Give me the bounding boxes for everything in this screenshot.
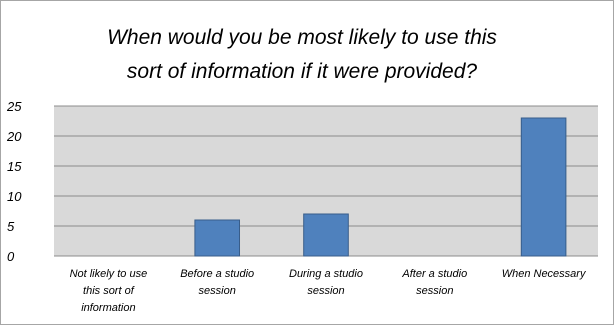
x-tick-label: When Necessary <box>502 268 587 280</box>
chart-title-line-1: When would you be most likely to use thi… <box>107 26 497 49</box>
y-tick-label: 10 <box>7 189 22 204</box>
x-tick-label: Before a studio session <box>180 268 254 297</box>
bar-1 <box>194 219 241 257</box>
y-tick-label: 20 <box>6 129 22 144</box>
y-tick-label: 15 <box>7 159 22 174</box>
x-tick-label: During a studio session <box>289 268 363 297</box>
bar-2 <box>303 213 349 257</box>
y-tick-label: 5 <box>7 219 15 234</box>
chart-title-line-2: sort of information if it were provided? <box>127 60 477 83</box>
y-axis-tick-labels: 0 5 10 15 20 25 <box>6 99 22 264</box>
y-tick-label: 25 <box>6 99 22 114</box>
x-tick-label: Not likely to use this sort of information <box>70 268 148 314</box>
bar-chart: When would you be most likely to use thi… <box>6 26 598 314</box>
y-tick-label: 0 <box>7 249 15 264</box>
x-tick-label: After a studio session <box>401 268 467 297</box>
x-axis-tick-labels: Not likely to use this sort of information… <box>70 268 587 314</box>
bar-4 <box>520 117 567 257</box>
bars <box>194 117 567 257</box>
